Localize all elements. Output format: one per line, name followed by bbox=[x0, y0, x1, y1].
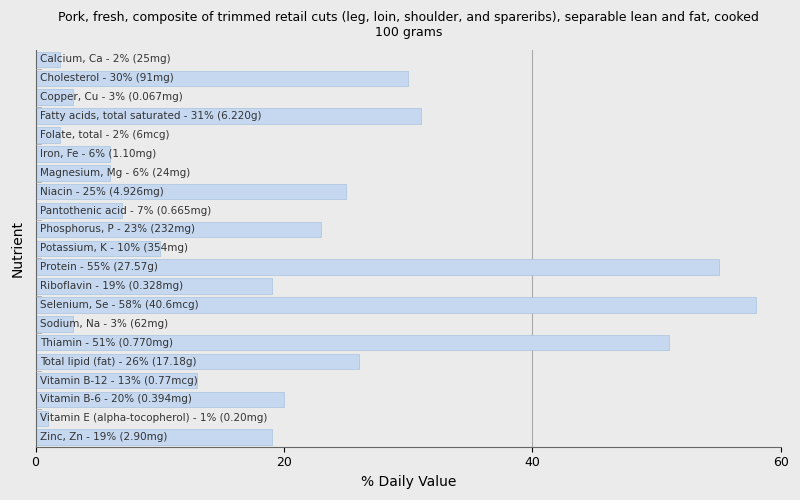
Bar bbox=[35, 108, 421, 124]
Bar bbox=[35, 146, 110, 162]
Bar bbox=[35, 278, 271, 294]
Text: Pantothenic acid - 7% (0.665mg): Pantothenic acid - 7% (0.665mg) bbox=[41, 206, 212, 216]
Bar bbox=[35, 127, 60, 142]
Text: Total lipid (fat) - 26% (17.18g): Total lipid (fat) - 26% (17.18g) bbox=[41, 356, 197, 366]
Text: Zinc, Zn - 19% (2.90mg): Zinc, Zn - 19% (2.90mg) bbox=[41, 432, 168, 442]
Bar bbox=[35, 354, 358, 370]
Text: Sodium, Na - 3% (62mg): Sodium, Na - 3% (62mg) bbox=[41, 319, 169, 329]
Text: Vitamin B-12 - 13% (0.77mcg): Vitamin B-12 - 13% (0.77mcg) bbox=[41, 376, 198, 386]
Text: Cholesterol - 30% (91mg): Cholesterol - 30% (91mg) bbox=[41, 74, 174, 84]
Text: Fatty acids, total saturated - 31% (6.220g): Fatty acids, total saturated - 31% (6.22… bbox=[41, 111, 262, 121]
Text: Folate, total - 2% (6mcg): Folate, total - 2% (6mcg) bbox=[41, 130, 170, 140]
Bar bbox=[35, 430, 271, 445]
Bar bbox=[35, 260, 719, 275]
Bar bbox=[35, 373, 197, 388]
Bar bbox=[35, 316, 73, 332]
Text: Iron, Fe - 6% (1.10mg): Iron, Fe - 6% (1.10mg) bbox=[41, 149, 157, 159]
Bar bbox=[35, 222, 322, 237]
Text: Niacin - 25% (4.926mg): Niacin - 25% (4.926mg) bbox=[41, 186, 164, 196]
Text: Copper, Cu - 3% (0.067mg): Copper, Cu - 3% (0.067mg) bbox=[41, 92, 183, 102]
Bar bbox=[35, 184, 346, 200]
Y-axis label: Nutrient: Nutrient bbox=[11, 220, 25, 277]
Text: Vitamin B-6 - 20% (0.394mg): Vitamin B-6 - 20% (0.394mg) bbox=[41, 394, 192, 404]
X-axis label: % Daily Value: % Daily Value bbox=[361, 475, 456, 489]
Text: Protein - 55% (27.57g): Protein - 55% (27.57g) bbox=[41, 262, 158, 272]
Title: Pork, fresh, composite of trimmed retail cuts (leg, loin, shoulder, and sparerib: Pork, fresh, composite of trimmed retail… bbox=[58, 11, 758, 39]
Bar bbox=[35, 52, 60, 67]
Bar bbox=[35, 165, 110, 180]
Text: Selenium, Se - 58% (40.6mcg): Selenium, Se - 58% (40.6mcg) bbox=[41, 300, 199, 310]
Text: Magnesium, Mg - 6% (24mg): Magnesium, Mg - 6% (24mg) bbox=[41, 168, 190, 178]
Bar bbox=[35, 203, 122, 218]
Text: Thiamin - 51% (0.770mg): Thiamin - 51% (0.770mg) bbox=[41, 338, 174, 347]
Bar bbox=[35, 392, 284, 407]
Bar bbox=[35, 410, 48, 426]
Text: Phosphorus, P - 23% (232mg): Phosphorus, P - 23% (232mg) bbox=[41, 224, 195, 234]
Bar bbox=[35, 297, 756, 312]
Text: Riboflavin - 19% (0.328mg): Riboflavin - 19% (0.328mg) bbox=[41, 281, 184, 291]
Text: Vitamin E (alpha-tocopherol) - 1% (0.20mg): Vitamin E (alpha-tocopherol) - 1% (0.20m… bbox=[41, 414, 268, 424]
Bar bbox=[35, 70, 408, 86]
Text: Potassium, K - 10% (354mg): Potassium, K - 10% (354mg) bbox=[41, 244, 189, 254]
Bar bbox=[35, 90, 73, 105]
Text: Calcium, Ca - 2% (25mg): Calcium, Ca - 2% (25mg) bbox=[41, 54, 171, 64]
Bar bbox=[35, 240, 160, 256]
Bar bbox=[35, 335, 669, 350]
